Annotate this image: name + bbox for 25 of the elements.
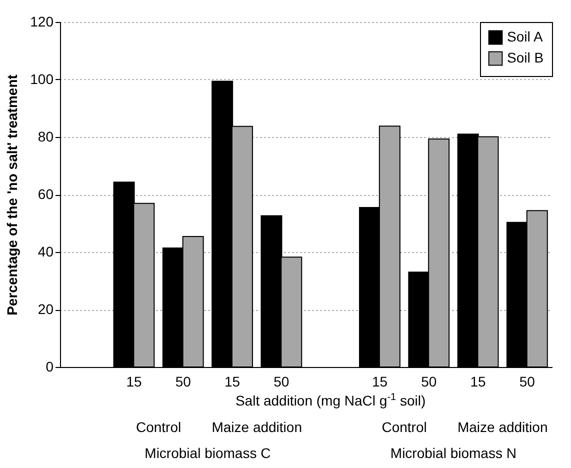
x-tick-label: 15	[470, 374, 486, 390]
text: Maize addition	[212, 419, 302, 435]
x-tick-label: 50	[175, 374, 192, 390]
x-tick-label: 50	[274, 374, 290, 390]
y-tick-label: 100	[30, 71, 54, 87]
x-tick-label: 50	[519, 374, 536, 390]
y-tick-label: 20	[38, 301, 54, 317]
text: Microbial biomass N	[390, 445, 516, 461]
x-axis-title: Salt addition (mg NaCl g$^{-1}$ soil)	[235, 392, 426, 409]
legend-label: Soil B	[507, 50, 544, 66]
text: Control	[382, 419, 427, 435]
x-tick-label: 15	[372, 374, 388, 390]
y-tick-label: 40	[38, 244, 54, 260]
x-tick-label: 15	[126, 374, 142, 390]
x-tick-label: 15	[224, 374, 240, 390]
text: Microbial biomass C	[144, 445, 271, 461]
text: Maize addition	[457, 419, 548, 435]
y-axis-title: Percentage of the 'no salt' treatment	[4, 74, 20, 316]
text: Control	[136, 419, 182, 435]
y-tick-label: 60	[38, 186, 54, 202]
y-tick-label: 120	[30, 14, 54, 30]
legend-label: Soil A	[507, 28, 544, 44]
y-tick-label: 0	[46, 358, 54, 374]
y-tick-label: 80	[38, 128, 54, 144]
x-tick-label: 50	[421, 374, 437, 390]
